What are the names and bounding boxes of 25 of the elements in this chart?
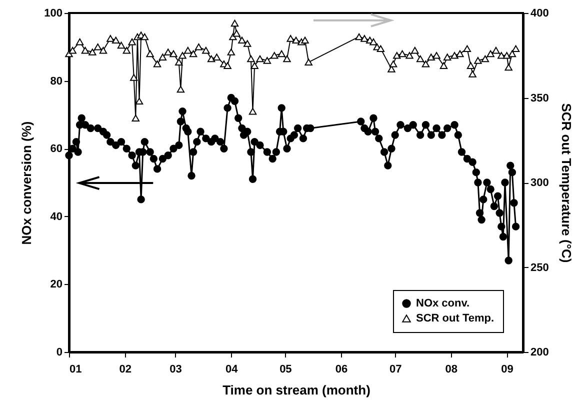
y-axis-title: NOx conversion (%)	[19, 121, 34, 245]
y-tick-label: 60	[50, 143, 62, 156]
y-tick-label: 80	[50, 75, 62, 88]
legend-label: SCR out Temp.	[416, 312, 494, 324]
y-tick-label: 100	[44, 8, 62, 20]
x-tick-label: 03	[170, 364, 182, 376]
x-axis-title: Time on stream (month)	[222, 382, 370, 398]
y2-tick-label: 200	[530, 346, 549, 358]
y2-tick-label: 400	[530, 8, 549, 20]
x-tick-label: 01	[70, 364, 82, 376]
x-tick-label: 08	[445, 364, 458, 376]
y2-tick-label: 300	[530, 177, 549, 189]
y2-axis-title: SCR out Temperature (°C)	[558, 103, 574, 263]
y2-tick-label: 350	[530, 92, 549, 104]
x-tick-label: 06	[335, 364, 348, 376]
x-tick-label: 09	[501, 364, 514, 376]
y2-tick-label: 250	[530, 262, 549, 274]
x-tick-label: 04	[226, 364, 239, 376]
y-tick-label: 20	[50, 278, 62, 291]
x-tick-label: 02	[119, 364, 132, 376]
x-tick-label: 07	[389, 364, 402, 376]
y-tick-label: 0	[56, 346, 62, 358]
y-tick-label: 40	[50, 210, 62, 223]
legend-label: NOx conv.	[416, 298, 470, 310]
x-tick-label: 05	[280, 364, 292, 376]
